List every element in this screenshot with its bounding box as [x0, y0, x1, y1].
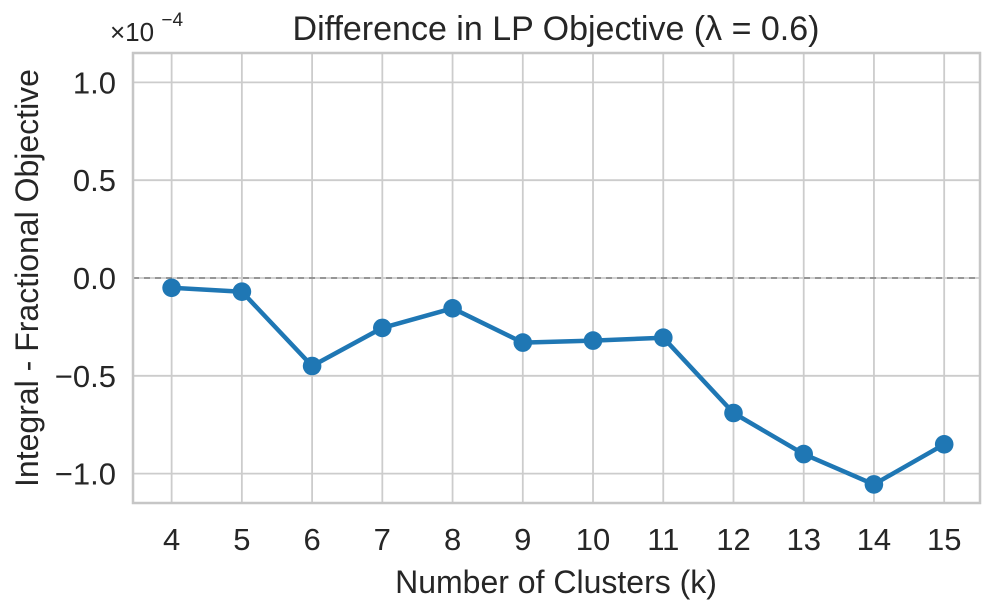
x-axis-label: Number of Clusters (k)	[395, 564, 717, 600]
y-tick-label: 0.0	[73, 261, 116, 296]
x-tick-label: 7	[374, 522, 391, 557]
data-point-marker	[864, 475, 884, 494]
data-point-marker	[443, 299, 462, 318]
y-tick-label: 0.5	[73, 163, 116, 198]
data-point-marker	[513, 333, 533, 352]
y-axis-label: Integral - Fractional Objective	[9, 69, 45, 487]
offset-exponent: −4	[161, 10, 183, 31]
x-tick-label: 12	[716, 522, 750, 557]
x-tick-label: 5	[233, 522, 250, 557]
data-series-layer	[162, 278, 954, 494]
x-tick-label: 6	[303, 522, 320, 557]
x-tick-label: 14	[857, 522, 891, 557]
y-tick-labels: 1.0 0.5 0.0 −0.5 −1.0	[55, 65, 116, 491]
data-point-marker	[162, 278, 181, 298]
x-tick-label: 15	[927, 522, 961, 557]
x-tick-labels: 4 5 6 7 8 9 10 11 12 13 14 15	[163, 522, 961, 557]
plot-border	[131, 51, 982, 505]
data-point-marker	[373, 318, 392, 338]
data-point-marker	[232, 282, 252, 302]
chart-title: Difference in LP Objective (λ = 0.6)	[293, 10, 820, 48]
x-tick-label: 4	[163, 522, 180, 557]
x-tick-label: 8	[444, 522, 461, 557]
data-point-marker	[302, 356, 322, 376]
y-tick-label: 1.0	[73, 65, 116, 100]
x-tick-label: 13	[786, 522, 820, 557]
data-point-marker	[654, 328, 673, 348]
y-tick-label: −1.0	[55, 457, 116, 492]
offset-mantissa: ×10	[110, 17, 154, 47]
data-line	[169, 285, 947, 487]
data-point-marker	[724, 403, 743, 423]
x-tick-label: 11	[647, 522, 679, 557]
data-point-marker	[794, 444, 813, 464]
x-tick-label: 10	[576, 522, 610, 557]
data-point-marker	[583, 331, 603, 350]
data-point-marker	[934, 435, 954, 454]
x-tick-label: 9	[514, 522, 531, 557]
y-tick-label: −0.5	[55, 359, 116, 394]
y-axis-offset-text: ×10 −4	[110, 10, 183, 47]
